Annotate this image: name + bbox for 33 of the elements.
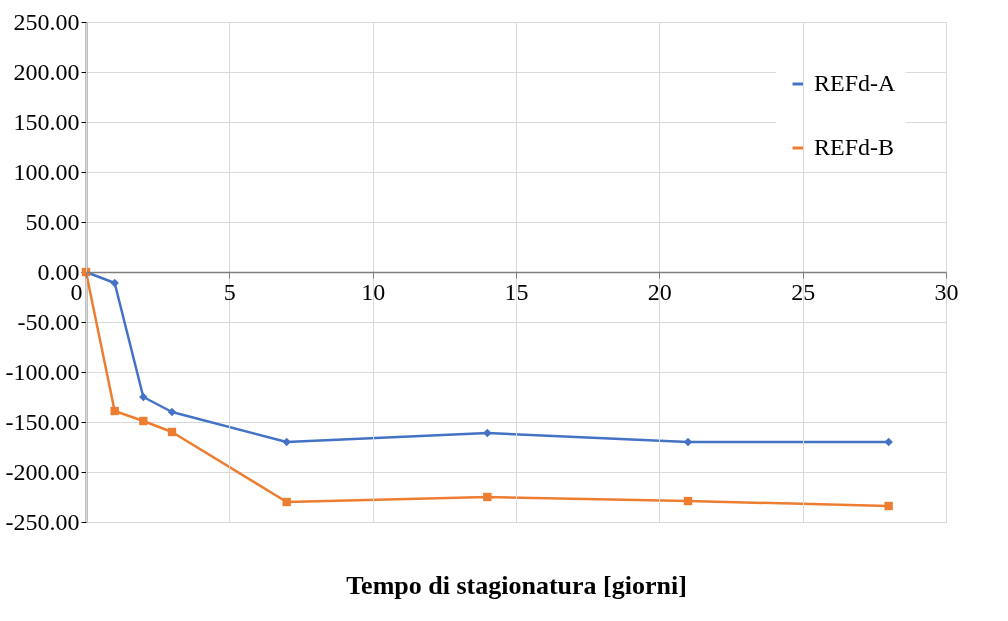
point: [110, 278, 119, 288]
point: [167, 407, 177, 417]
point: [884, 501, 893, 511]
y-tick-label: 200.00: [13, 58, 80, 85]
y-tick-label: 50.00: [25, 208, 80, 235]
point: [282, 437, 291, 447]
y-tick-label: -100.00: [5, 358, 80, 385]
y-tick-label: -50.00: [17, 308, 80, 335]
point: [110, 406, 119, 416]
x-tick-label: 15: [504, 278, 529, 305]
point: [139, 392, 148, 402]
y-tick-label: 0.00: [37, 258, 80, 285]
point: [683, 496, 693, 506]
point: [282, 497, 291, 507]
x-axis-title: Tempo di stagionatura [giorni]: [346, 570, 687, 600]
x-tick-label: 25: [791, 278, 816, 305]
point: [483, 428, 492, 438]
x-tick-label: 10: [361, 278, 386, 305]
y-tick-label: 150.00: [13, 108, 80, 135]
point: [167, 427, 177, 437]
point: [884, 437, 893, 447]
legend-label: REFd-B: [814, 134, 895, 160]
x-tick-label: 30: [934, 278, 959, 305]
point: [139, 416, 148, 426]
x-tick-label: 5: [223, 278, 236, 305]
point: [483, 492, 492, 502]
legend-label: REFd-A: [814, 70, 897, 96]
y-tick-label: 100.00: [13, 158, 80, 185]
y-tick-label: -250.00: [5, 508, 80, 535]
x-tick-label: 20: [647, 278, 672, 305]
y-tick-label: 250.00: [13, 8, 80, 35]
y-tick-label: -150.00: [5, 408, 80, 435]
y-tick-label: -200.00: [5, 458, 80, 485]
